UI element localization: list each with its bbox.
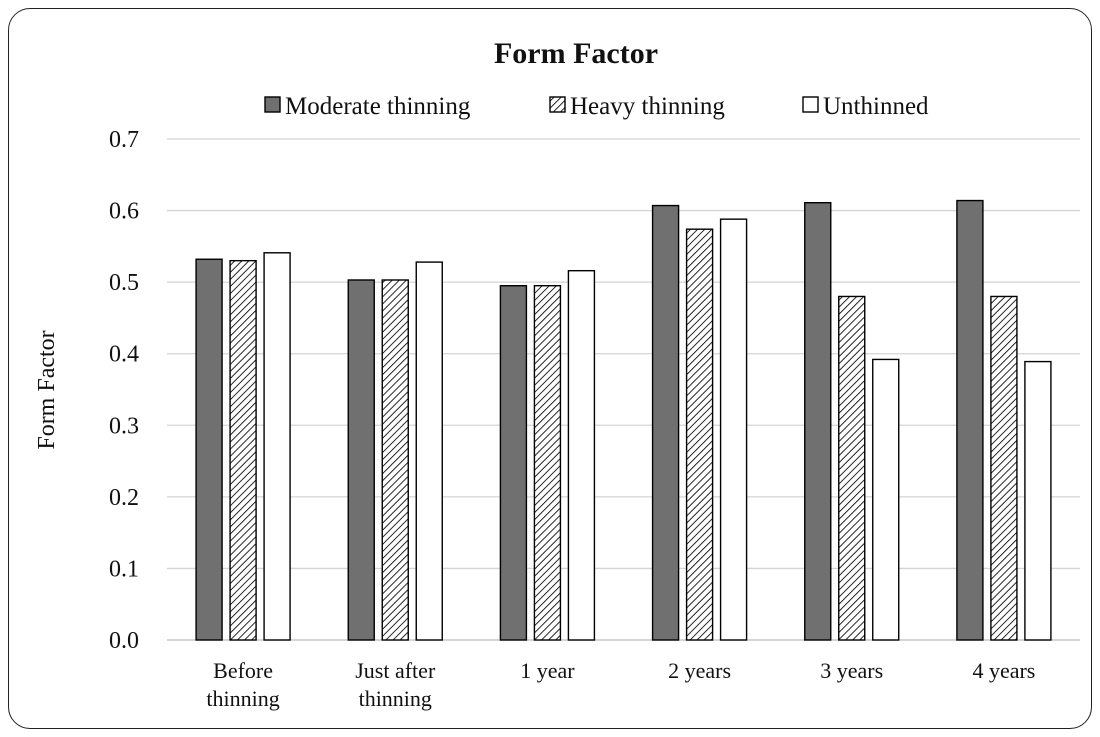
chart-title: Form Factor [494,37,658,70]
x-axis-categories: Before thinning Just after thinning 1 year 2 … [206,658,1035,711]
bar [567,269,596,641]
bar [685,228,714,641]
bar [804,201,832,641]
bar [347,279,375,641]
x-category-label: 1 year [520,658,575,683]
legend-swatch [802,96,819,113]
y-tick-label: 0.4 [109,342,139,368]
bar [229,259,257,641]
y-tick-label: 0.0 [109,628,139,654]
bar [990,295,1018,641]
bar [872,358,900,641]
legend-label: Heavy thinning [570,93,725,120]
y-tick-label: 0.7 [109,127,139,153]
bar [956,199,984,641]
x-category-label: Before thinning [206,658,279,711]
y-tick-label: 0.6 [109,199,139,225]
legend-label: Moderate thinning [285,93,471,120]
y-tick-label: 0.3 [109,413,139,439]
bar [415,261,443,641]
x-category-label: Just after thinning [355,658,436,711]
bar [263,252,291,641]
legend: Moderate thinning Heavy thinning Unthinned [264,93,929,120]
gridlines [167,138,1080,641]
bar [719,218,748,641]
legend-swatch [549,96,566,113]
bar [195,258,223,641]
bars [195,199,1052,641]
bar [499,285,528,641]
bar [651,204,680,641]
y-axis-label: Form Factor [34,330,60,449]
y-tick-label: 0.5 [109,270,139,296]
x-category-label: 4 years [972,658,1035,683]
bar [533,285,562,641]
legend-swatch [264,96,281,113]
bar [1024,360,1052,641]
x-category-label: 2 years [668,658,731,683]
bar [381,279,409,641]
legend-label: Unthinned [823,93,929,120]
x-category-label: 3 years [820,658,883,683]
y-tick-label: 0.2 [109,485,139,511]
y-axis-ticks: 0.0 0.1 0.2 0.3 0.4 0.5 0.6 0.7 [109,127,139,654]
bar [838,295,866,641]
y-tick-label: 0.1 [109,556,139,582]
